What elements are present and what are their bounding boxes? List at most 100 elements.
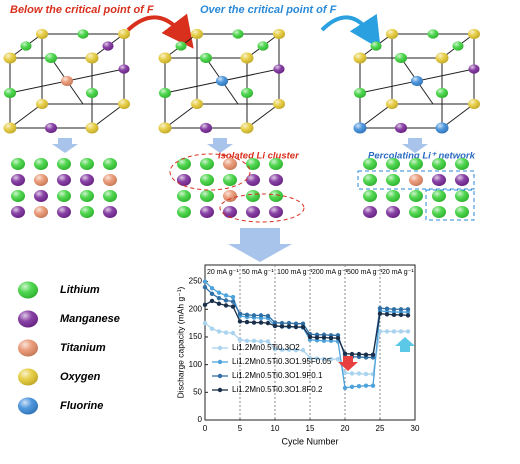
atom-shine: [468, 98, 480, 110]
atom-shine: [3, 52, 17, 64]
atom-shine: [4, 87, 16, 99]
atom-shine: [200, 206, 214, 218]
arrow: [320, 13, 381, 50]
x-axis-title: Cycle Number: [281, 436, 338, 446]
data-point: [216, 290, 222, 295]
data-point: [244, 312, 250, 318]
data-point: [265, 320, 271, 326]
atom-shine: [455, 190, 469, 202]
atom-shine: [57, 206, 71, 218]
data-point: [300, 321, 306, 326]
data-point: [230, 330, 236, 336]
atom-shine: [102, 41, 114, 51]
data-point: [300, 324, 306, 330]
data-point: [258, 313, 264, 318]
atom-shine: [80, 174, 94, 186]
legend-label: Titanium: [60, 342, 106, 354]
atom-shine: [363, 158, 377, 170]
atom-shine: [18, 397, 38, 415]
data-point: [237, 319, 243, 324]
data-point: [202, 320, 208, 326]
atom-shine: [57, 174, 71, 186]
data-point: [223, 303, 229, 308]
atom-shine: [20, 41, 32, 51]
cube-edge: [91, 103, 125, 129]
rate-label: 100 mA g⁻¹: [277, 269, 313, 276]
atom-shine: [386, 28, 398, 40]
legend-label: Li1.2Mn0.5Ti0.3O1.8F0.2: [232, 385, 323, 394]
atom-shine: [11, 158, 25, 170]
atom-shine: [257, 41, 269, 51]
atom-shine: [200, 174, 214, 186]
atom-shine: [103, 206, 117, 218]
cube-edge: [441, 103, 475, 129]
data-point: [272, 320, 278, 325]
x-tick-label: 5: [238, 424, 243, 433]
y-axis-title: Discharge capacity (mAh g⁻¹): [175, 286, 185, 398]
data-point: [349, 351, 355, 357]
atom-shine: [177, 174, 191, 186]
atom-shine: [246, 190, 260, 202]
legend-label: Li1.2Mn0.5Ti0.3O2: [232, 343, 300, 352]
atom-shine: [177, 158, 191, 170]
legend-label: Fluorine: [60, 400, 103, 412]
cluster-outline: [219, 193, 305, 223]
atom-shine: [232, 29, 244, 39]
data-point: [251, 313, 257, 318]
data-point: [209, 326, 215, 331]
down-arrow: [52, 138, 78, 153]
label-isolated: Isolated Li cluster: [218, 151, 300, 162]
data-point: [398, 307, 404, 312]
data-point: [230, 294, 236, 300]
legend-label: Li1.2Mn0.5Ti0.3O1.95F0.05: [232, 357, 332, 366]
network-outline: [357, 170, 475, 190]
rate-label: 50 mA g⁻¹: [242, 269, 274, 276]
atom-shine: [85, 122, 99, 134]
data-point: [391, 329, 397, 334]
atom-shine: [191, 28, 203, 40]
data-point: [216, 296, 222, 301]
data-point: [356, 371, 362, 376]
data-point: [216, 329, 222, 334]
atom-shine: [468, 28, 480, 40]
atom-shine: [409, 158, 423, 170]
cube-edge: [9, 103, 43, 129]
atom-shine: [18, 339, 38, 357]
atom-shine: [177, 190, 191, 202]
atom-shine: [86, 87, 98, 99]
atom-shine: [158, 122, 172, 134]
series-line: [204, 300, 409, 356]
atom-shine: [240, 122, 254, 134]
cube-edge: [359, 103, 393, 129]
data-point: [363, 371, 369, 377]
atom-shine: [363, 190, 377, 202]
atom-shine: [34, 190, 48, 202]
data-point: [258, 320, 264, 325]
data-point: [384, 312, 390, 317]
atom-shine: [200, 122, 212, 134]
atom-shine: [363, 174, 377, 186]
data-point: [244, 338, 250, 344]
atom-shine: [432, 158, 446, 170]
atom-shine: [455, 206, 469, 218]
data-point: [363, 383, 369, 388]
label-over: Over the critical point of F: [200, 4, 337, 16]
y-tick-label: 250: [189, 277, 203, 286]
down-arrow: [402, 138, 428, 153]
data-point: [286, 320, 292, 326]
data-point: [321, 335, 327, 340]
cube-edge: [164, 103, 198, 129]
atom-shine: [36, 28, 48, 40]
data-point: [265, 313, 271, 319]
data-point: [286, 324, 292, 329]
data-point: [356, 384, 362, 389]
atom-shine: [223, 158, 237, 170]
atom-shine: [354, 87, 366, 99]
label-below: Below the critical point of F: [10, 4, 154, 16]
atom-shine: [191, 98, 203, 110]
atom-shine: [269, 206, 283, 218]
atom-shine: [158, 52, 172, 64]
atom-shine: [216, 75, 228, 87]
atom-shine: [241, 87, 253, 99]
atom-shine: [36, 98, 48, 110]
